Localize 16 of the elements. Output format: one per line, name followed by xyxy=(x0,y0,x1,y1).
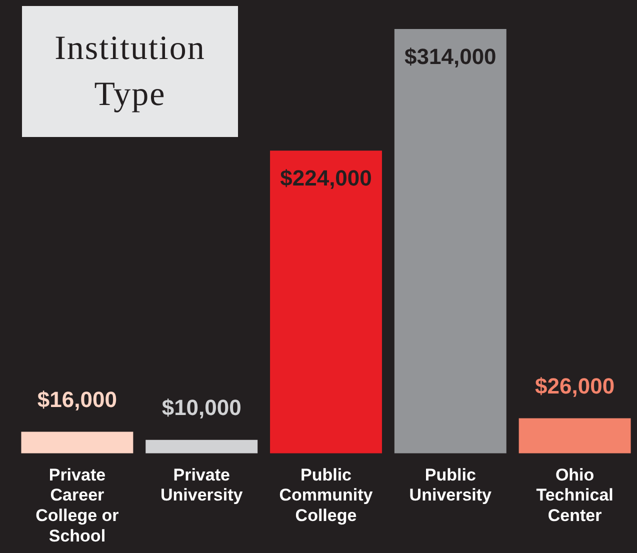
x-tick-label: Private University xyxy=(160,465,244,505)
data-label: $16,000 xyxy=(37,386,117,412)
bar xyxy=(146,440,258,454)
x-tick-label: Ohio Technical Center xyxy=(536,465,614,526)
data-label: $224,000 xyxy=(280,166,372,191)
x-tick-label: Public University xyxy=(409,465,492,505)
bar xyxy=(518,418,631,454)
bar xyxy=(270,150,382,454)
data-label: $26,000 xyxy=(535,373,615,398)
text: Institution Type xyxy=(22,6,238,137)
x-tick-label: Private Career College or School xyxy=(36,465,120,546)
x-tick-label: Public Community College xyxy=(279,465,374,526)
bar xyxy=(21,432,134,454)
bar xyxy=(394,29,506,454)
data-label: $314,000 xyxy=(404,44,496,70)
data-label: $10,000 xyxy=(162,394,242,420)
